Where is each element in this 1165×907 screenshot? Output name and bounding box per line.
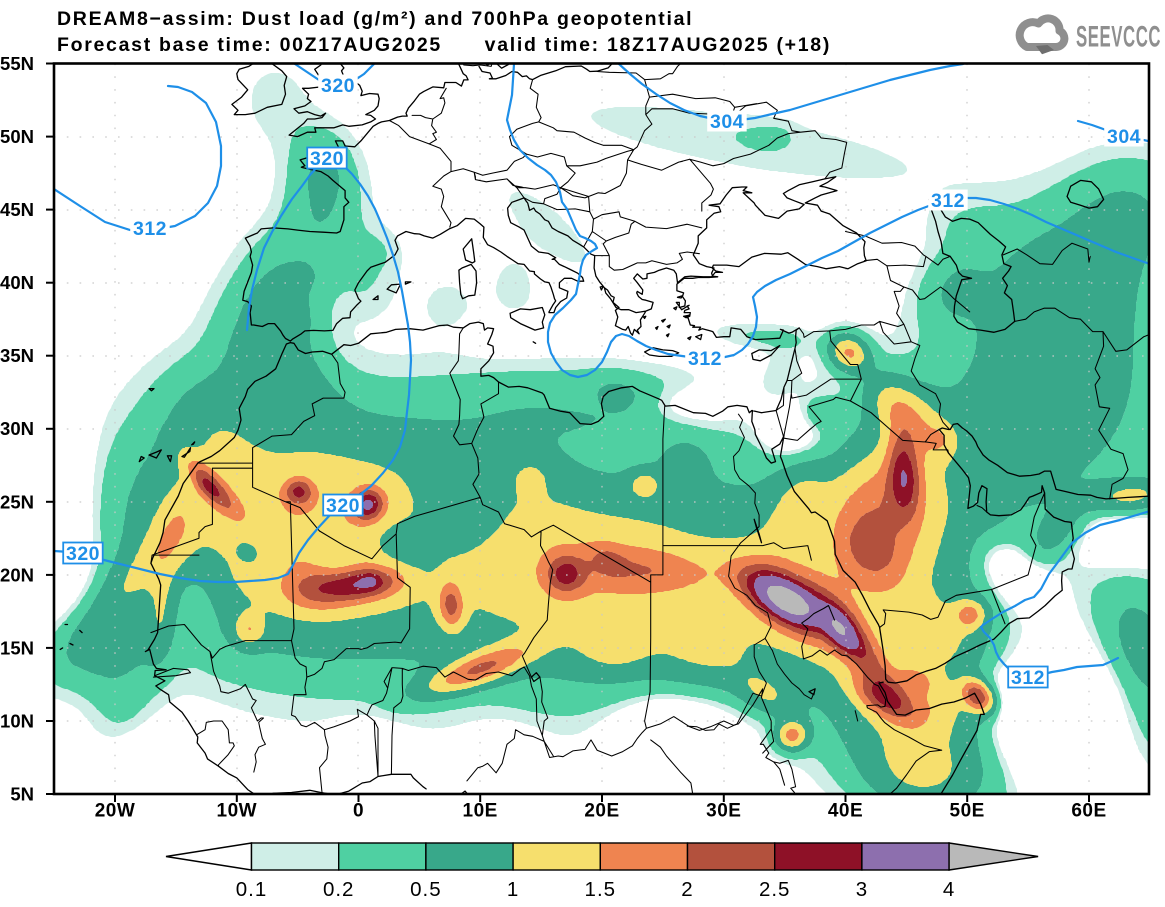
svg-text:20W: 20W	[95, 801, 136, 822]
svg-text:Forecast base time: 00Z17AUG20: Forecast base time: 00Z17AUG2025 valid t…	[57, 34, 831, 56]
svg-text:312: 312	[1011, 667, 1045, 689]
svg-text:35N: 35N	[0, 345, 34, 366]
svg-text:SEEVCCC: SEEVCCC	[1076, 21, 1161, 54]
svg-text:3: 3	[856, 878, 868, 901]
svg-text:30N: 30N	[0, 418, 34, 439]
svg-text:320: 320	[326, 495, 360, 517]
svg-text:55N: 55N	[0, 53, 34, 74]
svg-text:25N: 25N	[0, 491, 34, 512]
svg-text:4: 4	[943, 878, 955, 901]
svg-text:320: 320	[321, 75, 355, 97]
svg-text:1.5: 1.5	[585, 878, 617, 901]
svg-text:304: 304	[710, 111, 744, 133]
svg-text:20N: 20N	[0, 564, 34, 585]
svg-text:50N: 50N	[0, 126, 34, 147]
svg-text:10N: 10N	[0, 711, 34, 732]
svg-text:45N: 45N	[0, 199, 34, 220]
svg-text:10W: 10W	[217, 801, 258, 822]
svg-text:2: 2	[681, 878, 693, 901]
svg-text:30E: 30E	[706, 801, 741, 822]
svg-text:1: 1	[507, 878, 519, 901]
svg-text:10E: 10E	[463, 801, 498, 822]
svg-text:15N: 15N	[0, 637, 34, 658]
svg-text:312: 312	[133, 218, 167, 240]
svg-text:20E: 20E	[584, 801, 619, 822]
svg-text:5N: 5N	[10, 784, 34, 805]
svg-text:50E: 50E	[950, 801, 985, 822]
svg-text:0.2: 0.2	[323, 878, 355, 901]
svg-text:320: 320	[66, 543, 100, 565]
svg-text:304: 304	[1107, 126, 1141, 148]
svg-text:2.5: 2.5	[759, 878, 791, 901]
svg-text:60E: 60E	[1071, 801, 1106, 822]
svg-text:0.5: 0.5	[410, 878, 442, 901]
svg-text:312: 312	[688, 348, 722, 370]
svg-text:312: 312	[931, 190, 965, 212]
svg-text:0.1: 0.1	[236, 878, 268, 901]
svg-text:320: 320	[310, 148, 344, 170]
svg-text:40N: 40N	[0, 272, 34, 293]
svg-text:DREAM8−assim: Dust load (g/m²): DREAM8−assim: Dust load (g/m²) and 700hP…	[57, 8, 693, 30]
svg-text:0: 0	[353, 801, 364, 822]
svg-text:40E: 40E	[828, 801, 863, 822]
